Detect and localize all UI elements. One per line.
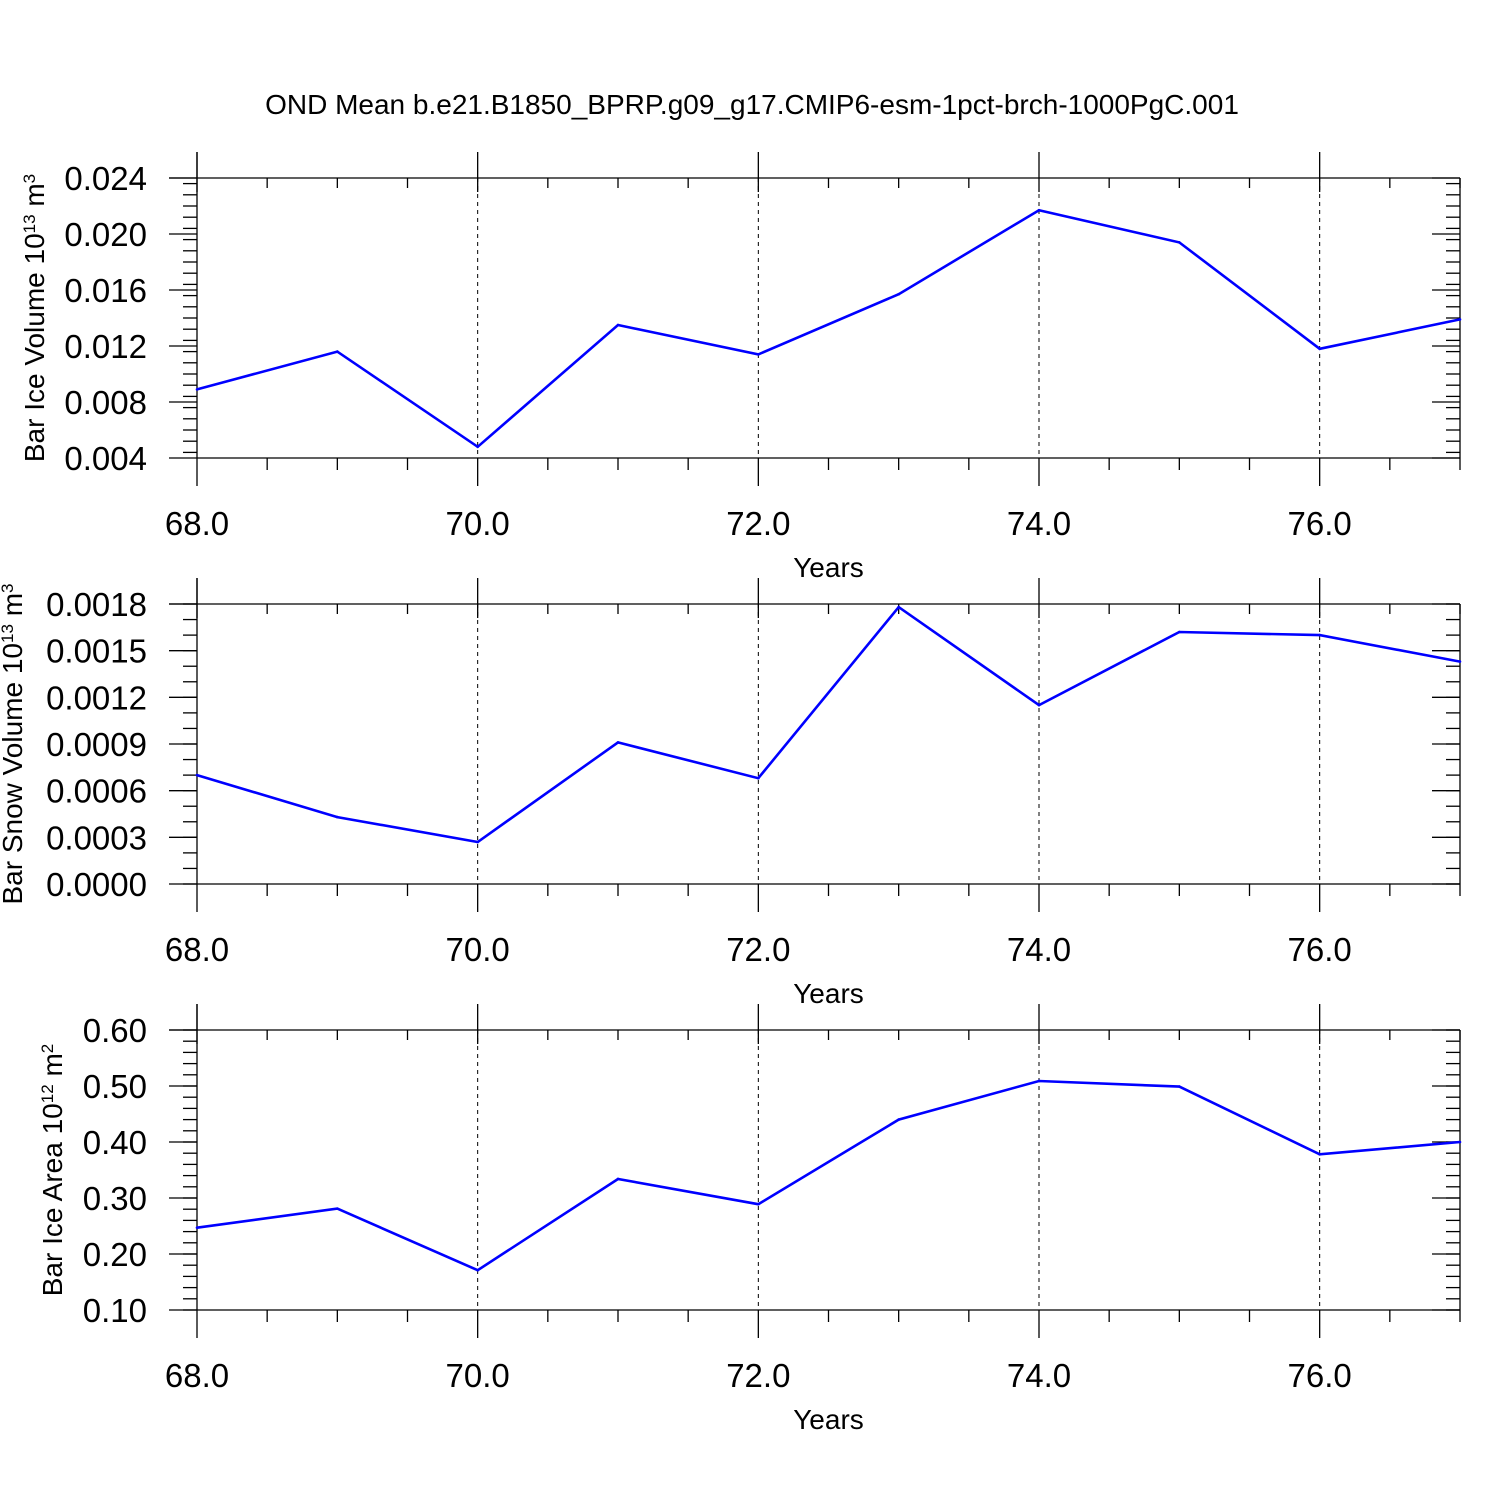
data-point (476, 1268, 479, 1272)
y-tick-label: 0.020 (64, 216, 147, 253)
y-tick-label: 0.016 (64, 272, 147, 309)
data-point (1178, 630, 1181, 634)
y-axis-title-unit: m (19, 183, 50, 214)
x-tick-label: 74.0 (1007, 931, 1071, 968)
y-tick-label: 0.0015 (46, 633, 147, 670)
y-axis-title-exp: 13 (0, 624, 17, 643)
data-point (1318, 347, 1321, 351)
figure-title: OND Mean b.e21.B1850_BPRP.g09_g17.CMIP6-… (265, 89, 1239, 120)
data-point (195, 1226, 199, 1229)
data-point (1458, 1140, 1462, 1144)
chart-panel-1: 68.0 70.0 72.0 74.0 76.0 0.004 0.008 0.012 0.016… (19, 152, 1462, 583)
x-tick-label: 70.0 (446, 931, 510, 968)
data-point (476, 445, 479, 449)
x-tick-label: 74.0 (1007, 1357, 1071, 1394)
y-tick-label: 0.20 (83, 1236, 147, 1273)
x-tick-label: 70.0 (446, 1357, 510, 1394)
x-tick-label: 72.0 (726, 1357, 790, 1394)
y-tick-label: 0.0003 (46, 819, 147, 856)
data-point (897, 605, 900, 609)
data-point (1037, 1079, 1041, 1083)
y-axis-title: Bar Ice Area 1012 m2 (37, 1044, 68, 1297)
x-tick-label: 74.0 (1007, 505, 1071, 542)
data-point (1178, 241, 1181, 244)
y-tick-label: 0.024 (64, 160, 147, 197)
y-axis-title-unit-exp: 3 (20, 174, 39, 183)
y-tick-label: 0.0009 (46, 726, 147, 763)
series-line (196, 1079, 1461, 1272)
series-line (196, 208, 1461, 449)
data-point (757, 1202, 760, 1206)
y-axis-title: Bar Ice Volume 1013 m3 (19, 174, 50, 462)
y-tick-label: 0.40 (83, 1124, 147, 1161)
series-line (196, 605, 1461, 844)
y-tick-label: 0.0000 (46, 866, 147, 903)
data-point (336, 815, 339, 819)
data-point (195, 773, 199, 777)
x-tick-label: 76.0 (1288, 505, 1352, 542)
y-axis-title-unit-exp: 2 (38, 1044, 57, 1053)
data-point (757, 353, 760, 356)
data-point (336, 1207, 339, 1210)
y-tick-label: 0.50 (83, 1068, 147, 1105)
y-axis-title-unit: m (0, 593, 28, 624)
y-axis-title-unit: m (37, 1053, 68, 1084)
y-axis-title: Bar Snow Volume 1013 m3 (0, 584, 28, 905)
data-point (1178, 1085, 1181, 1088)
y-tick-label: 0.60 (83, 1012, 147, 1049)
x-axis-title: Years (793, 978, 864, 1009)
data-point (1037, 208, 1041, 212)
chart-panel-3: 68.0 70.0 72.0 74.0 76.0 0.10 0.20 0.30 0.40 0.50… (37, 1004, 1462, 1435)
y-axis-title-exp: 13 (20, 214, 39, 233)
data-point (1458, 660, 1462, 663)
data-point (897, 292, 900, 296)
y-tick-label: 0.0006 (46, 773, 147, 810)
x-tick-label: 72.0 (726, 505, 790, 542)
y-tick-label: 0.30 (83, 1180, 147, 1217)
x-tick-label: 68.0 (165, 1357, 229, 1394)
x-tick-label: 72.0 (726, 931, 790, 968)
y-axis-title-text: Bar Ice Volume 10 (19, 233, 50, 462)
y-axis-title-unit-exp: 3 (0, 584, 17, 593)
y-axis-title-text: Bar Ice Area 10 (37, 1103, 68, 1296)
y-tick-label: 0.10 (83, 1292, 147, 1329)
data-point (616, 1177, 620, 1181)
x-tick-label: 68.0 (165, 505, 229, 542)
y-tick-label: 0.004 (64, 440, 147, 477)
data-point (195, 388, 199, 391)
x-axis-title: Years (793, 552, 864, 583)
y-tick-label: 0.0012 (46, 679, 147, 716)
data-point (757, 776, 760, 780)
y-tick-label: 0.012 (64, 328, 147, 365)
panels: 68.0 70.0 72.0 74.0 76.0 0.004 0.008 0.012 0.016… (0, 152, 1462, 1435)
x-tick-label: 70.0 (446, 505, 510, 542)
data-point (1318, 1153, 1321, 1156)
chart-panel-2: 68.0 70.0 72.0 74.0 76.0 0.0000 0.0003 0.0006 0.… (0, 578, 1462, 1009)
x-tick-label: 68.0 (165, 931, 229, 968)
data-point (897, 1118, 900, 1121)
x-tick-label: 76.0 (1288, 1357, 1352, 1394)
data-point (336, 350, 339, 353)
x-tick-label: 76.0 (1288, 931, 1352, 968)
y-tick-label: 0.008 (64, 384, 147, 421)
data-point (616, 323, 620, 327)
data-point (616, 741, 620, 744)
y-axis-title-text: Bar Snow Volume 10 (0, 643, 28, 905)
x-axis-title: Years (793, 1404, 864, 1435)
data-point (1458, 318, 1462, 321)
y-axis-title-exp: 12 (38, 1084, 57, 1103)
y-tick-label: 0.0018 (46, 586, 147, 623)
data-point (476, 840, 479, 844)
data-point (1318, 633, 1321, 637)
data-point (1037, 703, 1041, 707)
